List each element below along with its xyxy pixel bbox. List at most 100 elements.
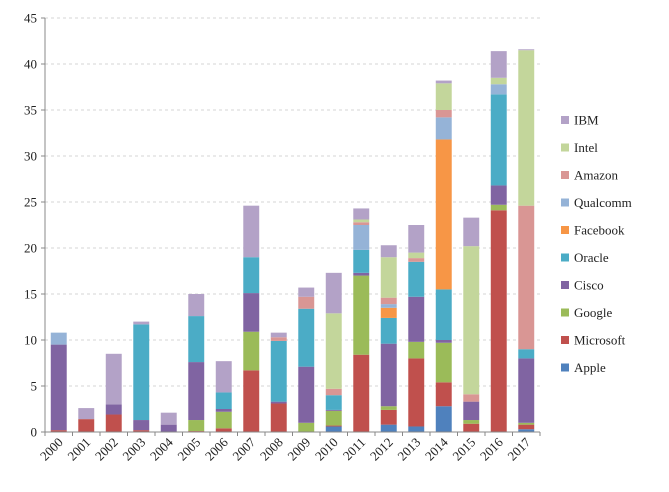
bar-segment-ibm-2016 bbox=[490, 51, 507, 78]
bar-segment-apple-2017 bbox=[518, 429, 535, 432]
bar-segment-cisco-2017 bbox=[518, 358, 535, 423]
bar-segment-oracle-2008 bbox=[270, 340, 287, 402]
x-tick-label: 2003 bbox=[119, 435, 148, 464]
bar-segment-cisco-2015 bbox=[463, 401, 480, 421]
bar-segment-ibm-2015 bbox=[463, 217, 480, 247]
bar-segment-ibm-2013 bbox=[408, 225, 425, 253]
bar-segment-cisco-2014 bbox=[435, 340, 452, 343]
bar-segment-cisco-2013 bbox=[408, 296, 425, 342]
bar-segment-microsoft-2011 bbox=[353, 354, 370, 432]
bar-segment-ibm-2010 bbox=[325, 272, 342, 314]
bar-segment-qualcomm-2016 bbox=[490, 84, 507, 95]
x-tick-label: 2008 bbox=[257, 435, 286, 464]
bar-segment-ibm-2012 bbox=[380, 245, 397, 258]
legend-label-microsoft: Microsoft bbox=[574, 333, 626, 348]
bar-segment-intel-2010 bbox=[325, 313, 342, 389]
y-tick-label: 5 bbox=[31, 379, 38, 394]
bar-segment-oracle-2003 bbox=[133, 324, 150, 421]
bar-segment-oracle-2007 bbox=[243, 257, 260, 294]
bar-segment-google-2010 bbox=[325, 410, 342, 426]
x-tick-label: 2006 bbox=[202, 434, 231, 463]
x-tick-label: 2001 bbox=[64, 435, 93, 464]
bar-segment-intel-2012 bbox=[380, 257, 397, 298]
legend-label-apple: Apple bbox=[574, 360, 606, 375]
bar-segment-google-2007 bbox=[243, 331, 260, 371]
y-tick-label: 30 bbox=[24, 149, 37, 164]
bar-segment-oracle-2017 bbox=[518, 349, 535, 359]
bar-segment-google-2006 bbox=[215, 411, 232, 429]
bar-segment-apple-2013 bbox=[408, 426, 425, 432]
legend-label-qualcomm: Qualcomm bbox=[574, 195, 632, 210]
bar-segment-intel-2013 bbox=[408, 252, 425, 259]
bar-segment-oracle-2012 bbox=[380, 317, 397, 344]
bar-segment-google-2011 bbox=[353, 275, 370, 355]
y-tick-label: 15 bbox=[24, 287, 37, 302]
bar-segment-amazon-2008 bbox=[270, 337, 287, 341]
x-tick-label: 2015 bbox=[449, 435, 478, 464]
x-tick-label: 2013 bbox=[394, 435, 423, 464]
x-tick-label: 2011 bbox=[340, 435, 369, 464]
bar-segment-microsoft-2016 bbox=[490, 210, 507, 432]
bar-segment-google-2012 bbox=[380, 406, 397, 410]
bar-segment-microsoft-2014 bbox=[435, 382, 452, 407]
bar-segment-qualcomm-2012 bbox=[380, 304, 397, 308]
bar-segment-ibm-2011 bbox=[353, 208, 370, 220]
bar-segment-intel-2011 bbox=[353, 219, 370, 223]
y-tick-label: 25 bbox=[24, 195, 37, 210]
gridlines bbox=[45, 17, 540, 387]
bar-segment-oracle-2013 bbox=[408, 261, 425, 297]
bar-segment-microsoft-2012 bbox=[380, 409, 397, 425]
bar-segment-amazon-2011 bbox=[353, 222, 370, 225]
bar-segment-amazon-2010 bbox=[325, 388, 342, 396]
x-tick-label: 2000 bbox=[37, 435, 66, 464]
x-tick-label: 2016 bbox=[477, 434, 506, 463]
legend-label-oracle: Oracle bbox=[574, 250, 609, 265]
bar-segment-ibm-2007 bbox=[243, 205, 260, 258]
bar-segment-google-2014 bbox=[435, 342, 452, 383]
x-tick-label: 2012 bbox=[367, 435, 396, 464]
bar-segment-google-2005 bbox=[188, 420, 205, 432]
bar-segment-microsoft-2002 bbox=[105, 414, 122, 432]
bar-segment-google-2017 bbox=[518, 422, 535, 425]
legend-label-facebook: Facebook bbox=[574, 223, 625, 238]
x-tick-label: 2009 bbox=[284, 435, 313, 464]
bar-segment-microsoft-2006 bbox=[215, 428, 232, 432]
bar-segment-ibm-2014 bbox=[435, 80, 452, 84]
bar-segment-oracle-2014 bbox=[435, 289, 452, 340]
x-tick-label: 2010 bbox=[312, 435, 341, 464]
y-tick-label: 20 bbox=[24, 241, 37, 256]
bar-segment-intel-2017 bbox=[518, 50, 535, 206]
bar-segment-microsoft-2017 bbox=[518, 424, 535, 430]
bar-segment-ibm-2009 bbox=[298, 287, 315, 297]
bar-segment-oracle-2005 bbox=[188, 316, 205, 363]
bar-segment-cisco-2007 bbox=[243, 293, 260, 332]
x-tick-label: 2014 bbox=[422, 434, 451, 463]
bar-segment-cisco-2009 bbox=[298, 366, 315, 423]
bar-segment-cisco-2005 bbox=[188, 362, 205, 421]
legend-swatch-intel bbox=[561, 143, 569, 152]
legend-label-intel: Intel bbox=[574, 140, 598, 155]
bar-segment-apple-2010 bbox=[325, 426, 342, 432]
bar-segment-apple-2012 bbox=[380, 424, 397, 432]
y-axis-ticks: 0 5 10 15 20 25 30 35 40 45 bbox=[24, 11, 45, 440]
bar-segment-microsoft-2007 bbox=[243, 370, 260, 432]
bar-segment-intel-2016 bbox=[490, 77, 507, 85]
legend-label-cisco: Cisco bbox=[574, 278, 604, 293]
x-tick-label: 2004 bbox=[147, 434, 176, 463]
bar-segment-google-2015 bbox=[463, 420, 480, 424]
legend-swatch-facebook bbox=[561, 226, 569, 234]
bar-segment-oracle-2011 bbox=[353, 249, 370, 273]
bar-segment-cisco-2016 bbox=[490, 185, 507, 205]
y-tick-label: 35 bbox=[24, 103, 37, 118]
bar-segment-ibm-2003 bbox=[133, 321, 150, 325]
legend-label-ibm: IBM bbox=[574, 113, 599, 128]
x-tick-label: 2007 bbox=[229, 434, 258, 463]
legend-swatch-cisco bbox=[561, 281, 569, 289]
x-axis-ticks: 2000200120022003200420052006200720082009… bbox=[37, 432, 541, 464]
y-tick-label: 45 bbox=[24, 11, 37, 26]
bar-segment-google-2016 bbox=[490, 204, 507, 211]
bar-segment-ibm-2006 bbox=[215, 361, 232, 393]
bar-segment-amazon-2009 bbox=[298, 296, 315, 309]
bar-segment-cisco-2006 bbox=[215, 409, 232, 412]
bar-segment-intel-2015 bbox=[463, 246, 480, 395]
